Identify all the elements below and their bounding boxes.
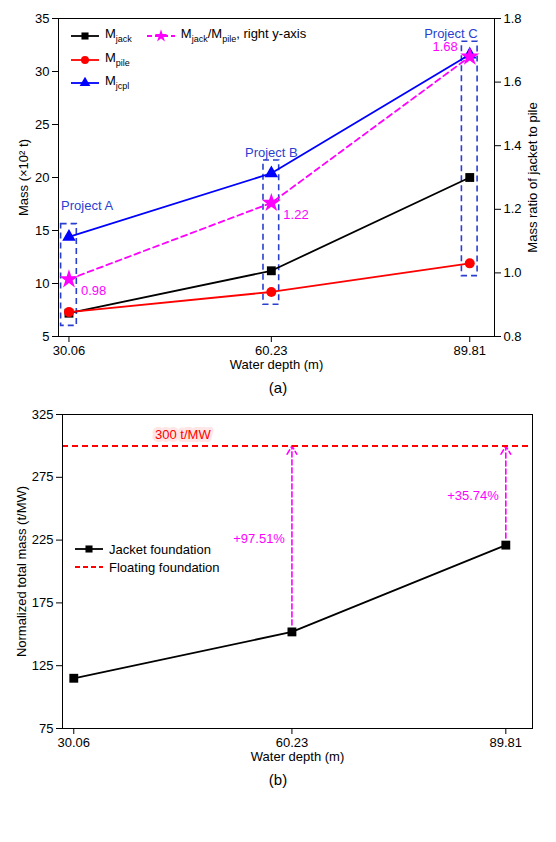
svg-text:125: 125	[32, 658, 54, 673]
html-text:Mjcpl: Mjcpl	[105, 73, 130, 91]
svg-text:300 t/MW: 300 t/MW	[155, 427, 211, 442]
html-text:Jacket foundation: Jacket foundation	[109, 541, 211, 557]
svg-text:225: 225	[32, 532, 54, 547]
html-text:Floating foundation: Floating foundation	[109, 559, 220, 575]
svg-text:0.8: 0.8	[504, 329, 522, 344]
svg-text:1.2: 1.2	[504, 201, 522, 216]
svg-text:Mass (×10² t): Mass (×10² t)	[16, 139, 31, 216]
svg-text:75: 75	[39, 721, 53, 736]
svg-text:1.22: 1.22	[283, 207, 308, 222]
svg-text:89.81: 89.81	[453, 343, 486, 358]
svg-text:1.8: 1.8	[504, 11, 522, 26]
html-text:Mjack/Mpile, right y-axis: Mjack/Mpile, right y-axis	[180, 26, 307, 44]
svg-text:1.4: 1.4	[504, 138, 522, 153]
svg-text:25: 25	[35, 117, 49, 132]
html-text:(b): (b)	[268, 771, 288, 788]
svg-text:Normalized total mass (t/MW): Normalized total mass (t/MW)	[14, 486, 29, 657]
svg-text:1.68: 1.68	[432, 39, 457, 54]
svg-text:325: 325	[32, 407, 54, 422]
svg-text:1.6: 1.6	[504, 74, 522, 89]
svg-text:30.06: 30.06	[53, 343, 86, 358]
svg-text:10: 10	[35, 276, 49, 291]
html-text:(a): (a)	[268, 379, 288, 396]
svg-text:Water depth (m): Water depth (m)	[230, 357, 323, 372]
svg-text:Project B: Project B	[245, 145, 298, 160]
html-text:Mjack: Mjack	[105, 26, 132, 44]
svg-text:175: 175	[32, 595, 54, 610]
svg-text:Mass ratio of jacket to pile: Mass ratio of jacket to pile	[525, 102, 540, 252]
svg-text:+97.51%: +97.51%	[233, 531, 285, 546]
svg-text:60.23: 60.23	[255, 343, 288, 358]
svg-text:89.81: 89.81	[490, 735, 523, 750]
svg-text:30.06: 30.06	[58, 735, 91, 750]
svg-text:Water depth (m): Water depth (m)	[251, 749, 344, 764]
html-text:Mpile: Mpile	[105, 49, 130, 68]
svg-text:Project C: Project C	[424, 25, 478, 41]
svg-text:0.98: 0.98	[81, 283, 106, 298]
svg-text:20: 20	[35, 170, 49, 185]
svg-text:1.0: 1.0	[504, 265, 522, 280]
svg-text:60.23: 60.23	[276, 735, 309, 750]
svg-text:Project A: Project A	[61, 198, 113, 213]
svg-text:+35.74%: +35.74%	[447, 488, 499, 503]
svg-text:275: 275	[32, 469, 54, 484]
svg-text:35: 35	[35, 11, 49, 26]
svg-text:30: 30	[35, 64, 49, 79]
svg-text:15: 15	[35, 223, 49, 238]
svg-text:5: 5	[42, 329, 49, 344]
